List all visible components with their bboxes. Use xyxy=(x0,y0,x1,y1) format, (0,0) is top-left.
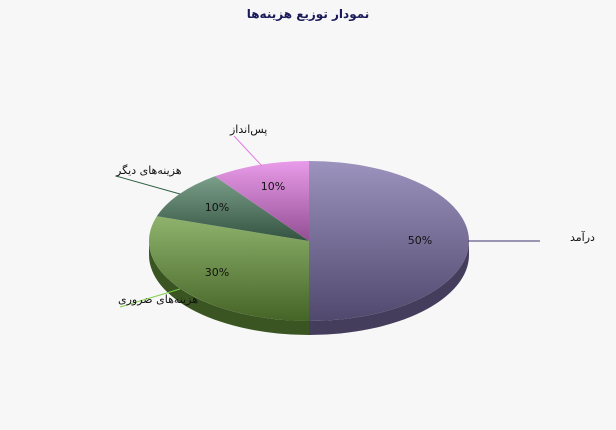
leader-line-1 xyxy=(119,288,181,308)
pie-tops xyxy=(149,161,469,321)
pie-slice-2[interactable] xyxy=(156,176,309,241)
leader-line-2 xyxy=(115,175,181,195)
pie-slice-3[interactable] xyxy=(214,161,309,241)
pie-sides xyxy=(149,241,469,335)
category-labels: درآمد هزینه‌های ضروری هزینه‌های دیگر پس‌اند… xyxy=(115,123,595,306)
leader-lines xyxy=(115,135,540,308)
chart-title: نمودار توزیع هزینه‌ها xyxy=(246,7,370,21)
slice-value-label-1: 30% xyxy=(205,266,229,279)
percent-labels: 50% 30% 10% 10% xyxy=(205,180,432,279)
pie-slice-1[interactable] xyxy=(149,216,309,321)
slice-value-label-3: 10% xyxy=(261,180,285,193)
pie-side-1 xyxy=(149,241,309,335)
slice-category-label-2: هزینه‌های دیگر xyxy=(115,164,182,177)
slice-category-label-0: درآمد xyxy=(570,230,595,244)
pie-side-0 xyxy=(309,241,469,335)
slice-value-label-0: 50% xyxy=(408,234,432,247)
slice-value-label-2: 10% xyxy=(205,201,229,214)
leader-line-3 xyxy=(233,135,263,167)
slice-category-label-3: پس‌انداز xyxy=(229,123,267,136)
slice-category-label-1: هزینه‌های ضروری xyxy=(118,293,198,306)
pie-slice-0[interactable] xyxy=(309,161,469,321)
